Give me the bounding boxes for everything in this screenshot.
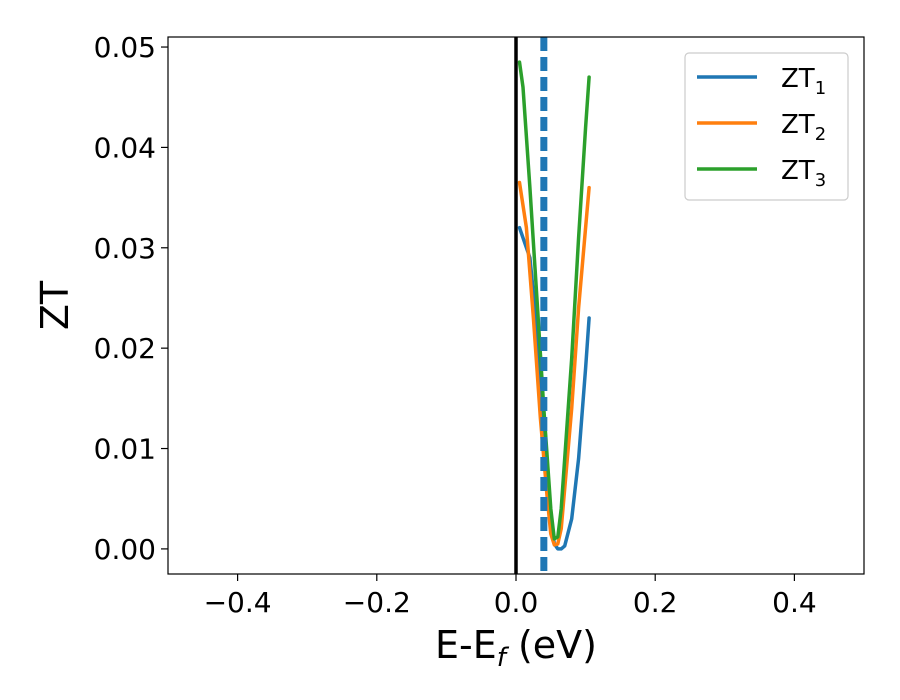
y-tick-label: 0.01 bbox=[94, 433, 156, 466]
y-tick-label: 0.00 bbox=[94, 533, 156, 566]
series-line-2 bbox=[517, 180, 591, 547]
legend-box bbox=[684, 52, 849, 201]
plot-area bbox=[514, 37, 591, 574]
series-line-3 bbox=[517, 60, 591, 541]
x-axis-label: E-Ef (eV) bbox=[435, 623, 597, 673]
y-tick-label: 0.05 bbox=[94, 31, 156, 64]
legend-label-3: ZT3 bbox=[781, 156, 826, 191]
y-tick-label: 0.03 bbox=[94, 232, 156, 265]
x-tick-label: 0.0 bbox=[494, 586, 539, 619]
axes: −0.4 −0.2 0.0 0.2 0.4 0.00 0.01 0.02 0.03 0.04 0.0… bbox=[33, 31, 865, 673]
legend: ZT1 ZT2 ZT3 bbox=[684, 52, 849, 201]
x-tick-label: 0.4 bbox=[772, 586, 817, 619]
y-tick-label: 0.02 bbox=[94, 332, 156, 365]
x-tick-label: 0.2 bbox=[633, 586, 678, 619]
plot-content bbox=[514, 37, 591, 574]
series-line-1 bbox=[517, 225, 591, 551]
x-tick-label: −0.2 bbox=[343, 586, 411, 619]
y-tick-label: 0.04 bbox=[94, 131, 156, 164]
y-axis-label: ZT bbox=[33, 280, 77, 330]
legend-label-2: ZT2 bbox=[781, 110, 826, 145]
x-tick-label: −0.4 bbox=[204, 586, 272, 619]
legend-label-1: ZT1 bbox=[781, 64, 826, 99]
